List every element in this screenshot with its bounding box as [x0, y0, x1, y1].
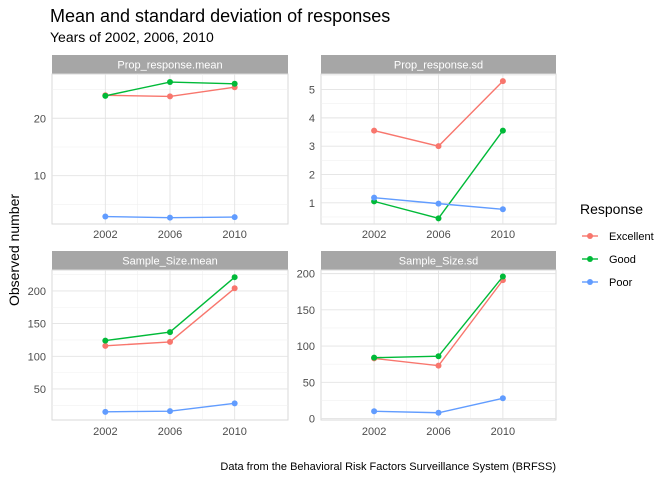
x-tick-label: 2010	[491, 426, 515, 438]
data-point-poor	[102, 213, 109, 220]
data-point-good	[499, 127, 506, 134]
y-tick-label: 5	[309, 85, 315, 97]
y-tick-label: 50	[303, 377, 315, 389]
legend-label-poor: Poor	[609, 277, 633, 289]
x-tick-label: 2006	[426, 229, 450, 241]
facet-panel: Prop_response.sd 1 2 3 4 5 2002 2006 2010	[309, 55, 557, 241]
data-point-good	[167, 329, 173, 336]
facet-strip	[52, 55, 288, 74]
data-point-poor	[499, 206, 506, 213]
data-point-poor	[371, 194, 378, 201]
data-point-poor	[435, 409, 442, 416]
data-point-good	[435, 353, 442, 360]
x-tick-label: 2006	[158, 229, 182, 241]
y-tick-label: 0	[309, 414, 315, 426]
facet-panel: Sample_Size.sd 0 50 100 150 200 2002 2006 2010	[297, 251, 557, 438]
data-point-good	[435, 215, 442, 222]
y-tick-label: 100	[297, 341, 315, 353]
y-tick-label: 2	[309, 169, 315, 181]
data-point-poor	[231, 214, 238, 221]
facet-strip-label: Sample_Size.mean	[122, 256, 217, 268]
y-tick-label: 3	[309, 141, 315, 153]
data-point-poor	[167, 214, 173, 221]
legend-title: Response	[580, 201, 643, 217]
y-tick-label: 150	[297, 305, 315, 317]
legend-label-good: Good	[609, 254, 636, 266]
facet-strip-label: Sample_Size.sd	[399, 256, 479, 268]
y-tick-label: 20	[34, 113, 46, 125]
x-tick-label: 2010	[222, 229, 246, 241]
data-point-poor	[102, 408, 109, 415]
data-point-poor	[167, 408, 173, 415]
data-point-excellent	[102, 342, 109, 349]
data-point-good	[102, 92, 109, 99]
legend-key-point	[587, 256, 593, 262]
data-point-excellent	[499, 78, 506, 85]
data-point-excellent	[167, 93, 173, 100]
y-tick-label: 200	[297, 269, 315, 281]
y-tick-label: 50	[34, 384, 46, 396]
data-point-poor	[499, 395, 506, 402]
data-point-excellent	[435, 362, 442, 369]
chart-caption: Data from the Behavioral Risk Factors Su…	[220, 461, 556, 473]
legend-key-point	[587, 279, 593, 285]
data-point-good	[102, 337, 109, 344]
x-tick-label: 2002	[362, 426, 386, 438]
x-tick-label: 2006	[158, 426, 182, 438]
legend-key-point	[587, 233, 593, 239]
facet-strip-label: Prop_response.mean	[117, 60, 222, 72]
y-tick-label: 10	[34, 171, 46, 183]
y-axis-title: Observed number	[6, 194, 22, 306]
y-tick-label: 4	[309, 113, 315, 125]
facet-panel: Prop_response.mean 10 20 2002 2006 2010	[34, 55, 289, 241]
facet-strip	[321, 251, 556, 270]
x-tick-label: 2010	[491, 229, 515, 241]
y-tick-label: 200	[28, 286, 46, 298]
data-point-good	[231, 80, 238, 87]
data-point-excellent	[167, 338, 173, 345]
data-point-poor	[435, 200, 442, 207]
chart-title: Mean and standard deviation of responses	[50, 6, 390, 26]
x-tick-label: 2002	[93, 229, 117, 241]
data-point-excellent	[371, 127, 378, 134]
data-point-poor	[371, 408, 378, 415]
facet-strip	[52, 251, 288, 270]
data-point-poor	[231, 400, 238, 407]
y-tick-label: 100	[28, 351, 46, 363]
data-point-excellent	[231, 285, 238, 292]
facet-panel: Sample_Size.mean 50 100 150 200 2002 2006 2010	[28, 251, 289, 438]
legend-label-excellent: Excellent	[609, 231, 654, 243]
chart-subtitle: Years of 2002, 2006, 2010	[50, 29, 214, 45]
x-tick-label: 2010	[222, 426, 246, 438]
y-tick-label: 1	[309, 198, 315, 210]
legend: Response Excellent Good Poor	[580, 201, 654, 289]
facet-strip-label: Prop_response.sd	[394, 60, 483, 72]
facet-strip	[321, 55, 556, 74]
y-tick-label: 150	[28, 319, 46, 331]
data-point-good	[231, 274, 238, 281]
x-tick-label: 2002	[93, 426, 117, 438]
x-tick-label: 2006	[426, 426, 450, 438]
data-point-good	[371, 354, 378, 361]
x-tick-label: 2002	[362, 229, 386, 241]
data-point-excellent	[435, 143, 442, 150]
data-point-good	[499, 273, 506, 280]
data-point-good	[167, 79, 173, 86]
